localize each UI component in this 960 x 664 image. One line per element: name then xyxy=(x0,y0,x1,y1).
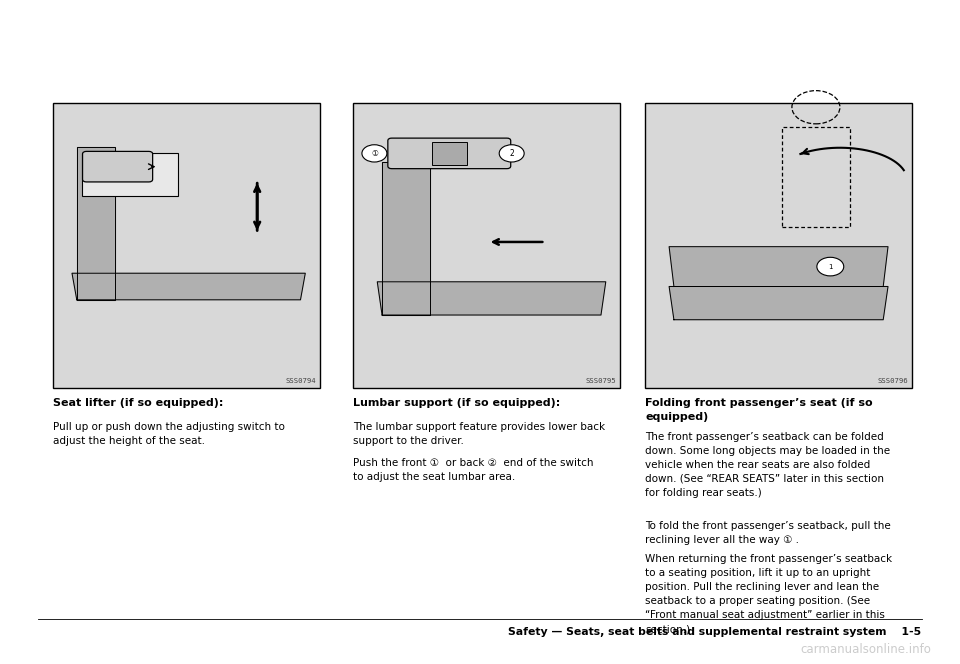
Text: Lumbar support (if so equipped):: Lumbar support (if so equipped): xyxy=(353,398,561,408)
Text: When returning the front passenger’s seatback
to a seating position, lift it up : When returning the front passenger’s sea… xyxy=(645,554,892,634)
FancyBboxPatch shape xyxy=(83,151,153,182)
Circle shape xyxy=(499,145,524,162)
Text: The lumbar support feature provides lower back
support to the driver.: The lumbar support feature provides lowe… xyxy=(353,422,606,446)
Circle shape xyxy=(362,145,387,162)
Polygon shape xyxy=(377,282,606,315)
Text: SSS0794: SSS0794 xyxy=(285,378,316,384)
Text: Seat lifter (if so equipped):: Seat lifter (if so equipped): xyxy=(53,398,223,408)
Text: 2: 2 xyxy=(510,149,514,158)
Text: SSS0795: SSS0795 xyxy=(586,378,616,384)
Text: Folding front passenger’s seat (if so
equipped): Folding front passenger’s seat (if so eq… xyxy=(645,398,873,422)
Polygon shape xyxy=(77,147,115,300)
Text: SSS0796: SSS0796 xyxy=(877,378,908,384)
FancyBboxPatch shape xyxy=(388,138,511,169)
Bar xyxy=(82,153,178,196)
Text: carmanualsonline.info: carmanualsonline.info xyxy=(801,643,931,656)
Bar xyxy=(645,103,912,388)
Text: Pull up or push down the adjusting switch to
adjust the height of the seat.: Pull up or push down the adjusting switc… xyxy=(53,422,285,446)
Bar xyxy=(432,142,467,165)
Circle shape xyxy=(817,257,844,276)
Text: The front passenger’s seatback can be folded
down. Some long objects may be load: The front passenger’s seatback can be fo… xyxy=(645,432,890,497)
Polygon shape xyxy=(669,246,888,287)
Text: Push the front ①  or back ②  end of the switch
to adjust the seat lumbar area.: Push the front ① or back ② end of the sw… xyxy=(353,458,594,482)
Text: To fold the front passenger’s seatback, pull the
reclining lever all the way ① .: To fold the front passenger’s seatback, … xyxy=(645,521,891,545)
Polygon shape xyxy=(72,274,305,300)
Bar xyxy=(353,103,620,388)
Polygon shape xyxy=(669,287,888,319)
Text: ①: ① xyxy=(371,149,378,158)
Text: Safety — Seats, seat belts and supplemental restraint system    1-5: Safety — Seats, seat belts and supplemen… xyxy=(509,627,922,637)
Polygon shape xyxy=(382,162,430,315)
Bar xyxy=(53,103,320,388)
Text: 1: 1 xyxy=(828,264,832,270)
